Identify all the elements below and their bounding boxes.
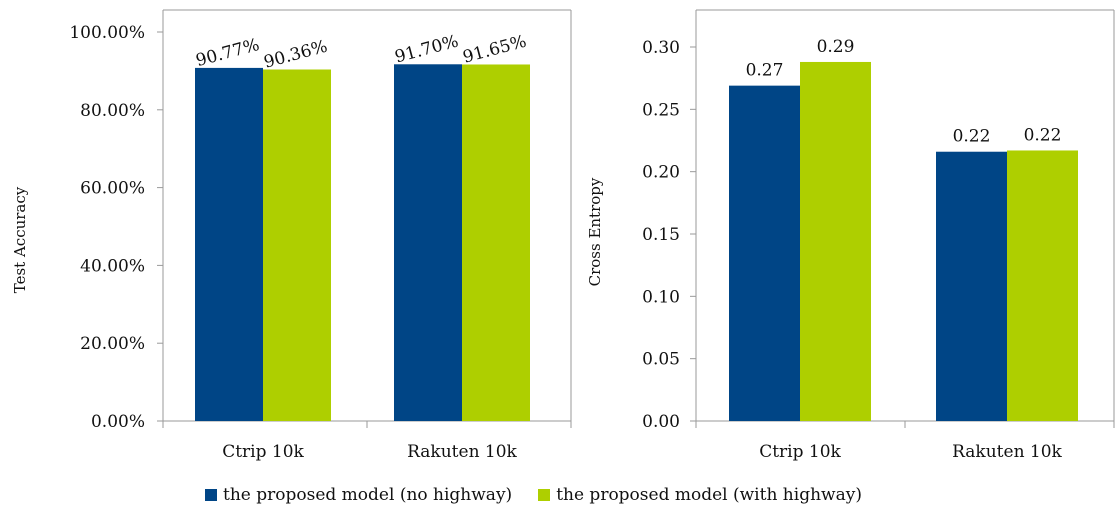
accuracy-y-tick-label: 20.00%: [80, 334, 145, 354]
accuracy-category-label: Ctrip 10k: [222, 442, 304, 462]
legend-swatch-with-highway: [538, 489, 551, 501]
accuracy-y-tick-label: 100.00%: [69, 23, 145, 43]
accuracy-y-tick-label: 80.00%: [80, 101, 145, 121]
accuracy-bar-no-highway: [394, 64, 462, 422]
accuracy-data-label: 91.65%: [461, 32, 529, 68]
cross-entropy-data-label: 0.27: [746, 61, 784, 81]
cross-entropy-y-tick-label: 0.00: [642, 412, 680, 432]
cross-entropy-y-tick-label: 0.10: [642, 287, 680, 307]
cross-entropy-bar-no-highway: [729, 85, 800, 421]
accuracy-bar-no-highway: [195, 67, 263, 422]
accuracy-category-label: Rakuten 10k: [407, 442, 517, 462]
accuracy-data-label: 91.70%: [393, 31, 461, 67]
cross-entropy-y-tick-label: 0.15: [642, 225, 680, 245]
legend-item-with-highway: the proposed model (with highway): [538, 485, 862, 505]
cross-entropy-y-axis-title: Cross Entropy: [586, 177, 604, 286]
accuracy-data-label: 90.77%: [194, 35, 262, 71]
cross-entropy-bar-with-highway: [800, 61, 871, 422]
cross-entropy-data-label: 0.22: [953, 127, 991, 147]
cross-entropy-y-tick-label: 0.30: [642, 38, 680, 58]
legend-label-with-highway: the proposed model (with highway): [556, 485, 862, 505]
accuracy-y-tick-label: 40.00%: [80, 256, 145, 276]
legend-swatch-no-highway: [205, 489, 217, 501]
accuracy-bar-with-highway: [462, 64, 530, 421]
cross-entropy-bar-no-highway: [936, 151, 1007, 421]
accuracy-y-tick-label: 60.00%: [80, 179, 145, 199]
cross-entropy-y-tick-label: 0.20: [642, 163, 680, 183]
cross-entropy-y-tick-label: 0.25: [642, 100, 680, 120]
cross-entropy-bar-with-highway: [1007, 150, 1078, 421]
accuracy-y-tick-label: 0.00%: [91, 412, 145, 432]
cross-entropy-data-label: 0.29: [817, 37, 855, 57]
accuracy-y-axis-title: Test Accuracy: [11, 186, 29, 293]
legend-item-no-highway: the proposed model (no highway): [205, 485, 512, 505]
cross-entropy-category-label: Ctrip 10k: [759, 442, 841, 462]
legend-label-no-highway: the proposed model (no highway): [223, 485, 513, 505]
legend: the proposed model (no highway) the prop…: [205, 484, 862, 506]
accuracy-data-label: 90.36%: [262, 37, 330, 73]
cross-entropy-data-label: 0.22: [1024, 125, 1062, 145]
cross-entropy-category-label: Rakuten 10k: [952, 442, 1062, 462]
accuracy-bar-with-highway: [263, 69, 331, 421]
cross-entropy-y-tick-label: 0.05: [642, 350, 680, 370]
